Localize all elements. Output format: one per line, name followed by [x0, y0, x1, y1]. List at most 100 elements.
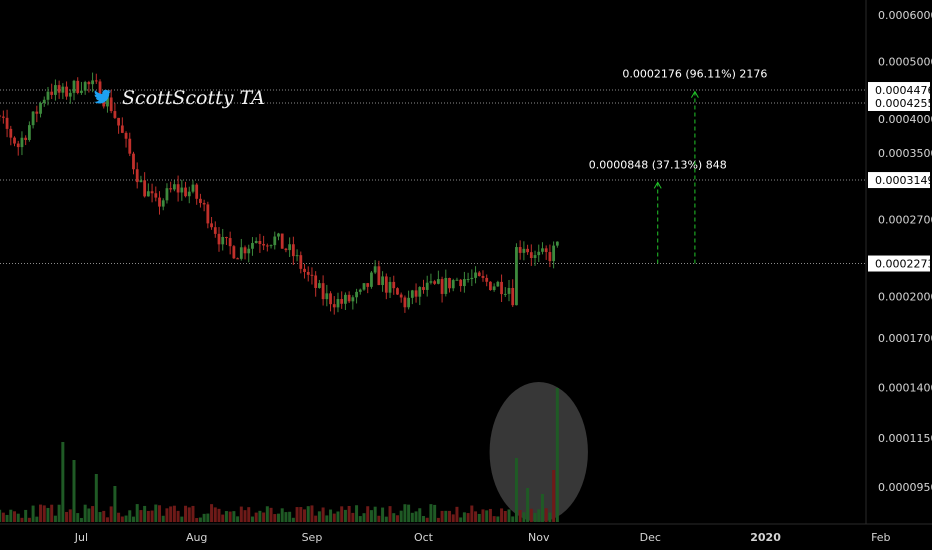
candle-body: [414, 290, 418, 297]
volume-bar: [384, 516, 388, 522]
volume-bar: [351, 512, 355, 522]
volume-bar: [399, 510, 403, 522]
candle-body: [98, 81, 102, 102]
volume-bar: [511, 516, 515, 522]
candle-body: [191, 184, 195, 192]
candle-body: [180, 187, 184, 193]
volume-bar: [459, 517, 463, 522]
volume-bar: [444, 510, 448, 522]
volume-bar: [299, 507, 303, 522]
candle-body: [485, 277, 489, 282]
volume-bar: [195, 517, 199, 522]
volume-bar: [61, 442, 65, 522]
measurement-tools[interactable]: 0.0000848 (37.13%) 848 0.0002176 (96.11%)…: [589, 68, 768, 264]
price-level-label: 0.0003149: [875, 174, 932, 187]
volume-bar: [42, 505, 46, 522]
volume-bar: [496, 516, 500, 522]
candle-body: [199, 198, 202, 203]
volume-bar: [72, 460, 76, 522]
candle-body: [436, 279, 440, 284]
volume-bar: [503, 510, 507, 522]
candle-body: [184, 187, 187, 197]
candle-body: [329, 293, 332, 305]
volume-bar: [124, 515, 128, 522]
candle-body: [202, 202, 206, 205]
candle-body: [321, 283, 325, 300]
price-axis[interactable]: 0.0006000 0.0005000 0.0004000 0.0003500 0.00…: [865, 0, 932, 524]
volume-bar: [9, 509, 13, 522]
candle-body: [61, 86, 65, 93]
candle-body: [459, 279, 463, 287]
volume-bar: [518, 510, 522, 522]
candle-body: [109, 97, 113, 112]
volume-bar: [276, 513, 280, 522]
price-tick-label: 0.0004000: [878, 113, 932, 126]
candle-body: [332, 304, 336, 308]
volume-bar: [128, 510, 132, 522]
candle-body: [336, 299, 340, 308]
candle-body: [425, 282, 429, 290]
volume-bar: [154, 504, 158, 522]
candle-body: [492, 286, 496, 291]
volume-bar: [24, 509, 28, 522]
volume-bar: [39, 504, 43, 522]
candle-body: [31, 111, 35, 126]
candle-body: [143, 180, 147, 197]
candle-body: [169, 188, 173, 190]
candle-body: [273, 236, 277, 246]
volume-bar: [120, 516, 124, 522]
candle-body: [83, 82, 87, 91]
candle-body: [489, 281, 492, 291]
candle-body: [158, 197, 161, 207]
volume-bar: [5, 514, 9, 522]
candle-body: [288, 244, 292, 251]
volume-bar: [247, 507, 251, 522]
price-tick-label: 0.0001400: [878, 382, 932, 395]
volume-bar: [395, 515, 399, 522]
time-axis[interactable]: Jul Aug Sep Oct Nov Dec 2020 Feb: [0, 523, 932, 550]
volume-bar: [27, 517, 31, 522]
volume-bars: [0, 388, 559, 522]
volume-bar: [206, 513, 210, 522]
volume-bar: [288, 511, 292, 522]
volume-bar: [169, 506, 173, 522]
candle-body: [518, 247, 522, 253]
candle-body: [154, 193, 158, 198]
volume-bar: [102, 510, 106, 522]
candle-body: [373, 266, 377, 273]
candle-body: [388, 281, 392, 293]
candle-body: [9, 128, 13, 138]
volume-bar: [529, 508, 533, 522]
price-tick-label: 0.0000950: [878, 481, 932, 494]
volume-bar: [410, 512, 414, 522]
candle-body: [507, 287, 511, 294]
candle-body: [172, 184, 176, 190]
candle-body: [366, 283, 370, 287]
volume-bar: [57, 504, 61, 522]
measure-label: 0.0002176 (96.11%) 2176: [622, 68, 767, 81]
candle-body: [150, 191, 154, 194]
volume-bar: [139, 510, 143, 522]
price-level-label: 0.0004255: [875, 97, 932, 110]
time-tick-label: Dec: [640, 531, 661, 544]
volume-bar: [284, 512, 288, 522]
candle-body: [187, 191, 191, 197]
price-tick-label: 0.0001700: [878, 332, 932, 345]
time-tick-label: Feb: [871, 531, 890, 544]
candle-body: [65, 86, 68, 97]
candle-body: [351, 297, 355, 302]
candle-body: [139, 180, 143, 183]
volume-bar: [477, 513, 481, 522]
volume-bar: [492, 516, 496, 522]
volume-bar: [243, 510, 247, 522]
candle-body: [544, 248, 548, 253]
volume-bar: [522, 512, 526, 522]
candle-body: [466, 279, 470, 281]
volume-bar: [91, 506, 95, 522]
volume-bar: [109, 506, 113, 522]
candle-body: [362, 283, 366, 290]
volume-spike-highlight: [489, 382, 588, 522]
candle-body: [284, 248, 288, 251]
